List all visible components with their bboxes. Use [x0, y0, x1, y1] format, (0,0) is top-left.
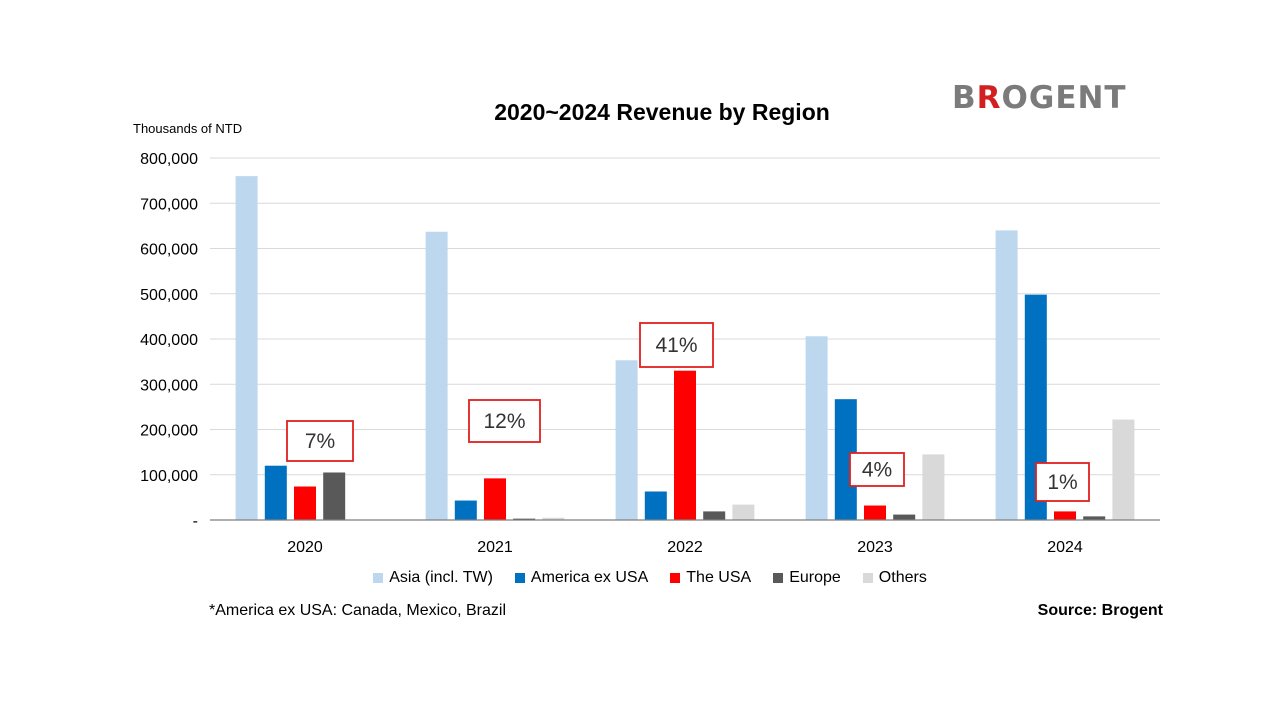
- callout-box: [468, 399, 541, 443]
- chart-title: 2020~2024 Revenue by Region: [494, 99, 830, 125]
- bar-2022-europe: [703, 511, 726, 520]
- axes: - 100,000 200,000 300,000 400,000 500,000 600,…: [140, 151, 1160, 556]
- usa-share-callout: 4%: [862, 459, 892, 482]
- x-tick-label: 2024: [1047, 539, 1083, 556]
- legend-swatch: [773, 573, 784, 583]
- y-tick-label: 600,000: [140, 242, 198, 259]
- legend-label: Europe: [789, 569, 841, 586]
- legend-label: Asia (incl. TW): [389, 569, 493, 586]
- bar-2023-the-usa: [864, 505, 886, 520]
- bar-2024-europe: [1083, 516, 1106, 520]
- bar-2021-america-ex-usa: [454, 500, 477, 520]
- bar-2022-the-usa: [674, 370, 696, 520]
- bar-2023-america-ex-usa: [834, 399, 857, 520]
- x-tick-label: 2023: [857, 539, 893, 556]
- legend-label: Others: [878, 569, 927, 586]
- y-tick-label: 400,000: [140, 332, 198, 349]
- usa-share-callout: 7%: [305, 430, 335, 453]
- bar-2022-others: [732, 504, 755, 520]
- legend-item: The USA: [670, 569, 751, 587]
- chart-legend: Asia (incl. TW) America ex USA The USA Euro…: [0, 569, 1280, 587]
- bar-2020-asia-incl-tw: [235, 176, 258, 520]
- bar-2021-asia-incl-tw: [425, 231, 448, 520]
- bar-2024-others: [1112, 419, 1135, 520]
- legend-label: America ex USA: [530, 569, 649, 586]
- bar-2023-asia-incl-tw: [805, 336, 828, 520]
- y-axis-unit-label: Thousands of NTD: [133, 121, 243, 136]
- callout-box: [286, 420, 354, 462]
- legend-item: Others: [862, 569, 927, 587]
- bar-2020-europe: [323, 472, 346, 520]
- legend-swatch: [862, 573, 873, 583]
- legend-swatch: [670, 573, 681, 583]
- legend-item: Asia (incl. TW): [373, 569, 493, 587]
- bar-2024-the-usa: [1054, 511, 1076, 520]
- bar-2020-america-ex-usa: [264, 465, 287, 520]
- bar-2024-asia-incl-tw: [995, 230, 1018, 520]
- bar-2023-europe: [893, 514, 916, 520]
- bar-2023-others: [922, 454, 945, 520]
- bar-2020-the-usa: [294, 486, 316, 520]
- legend-swatch: [373, 573, 384, 583]
- legend-item: Europe: [773, 569, 841, 587]
- legend-swatch: [514, 573, 525, 583]
- usa-share-callout: 12%: [483, 410, 525, 433]
- usa-share-callout: 1%: [1047, 471, 1077, 494]
- usa-share-callout: 41%: [655, 334, 697, 357]
- callout-box: [1035, 462, 1090, 502]
- percentage-callouts: 7% 12% 41% 4% 1%: [286, 322, 1090, 502]
- y-tick-label: 200,000: [140, 423, 198, 440]
- bar-2021-others: [542, 517, 565, 520]
- x-tick-label: 2021: [477, 539, 513, 556]
- x-tick-label: 2020: [287, 539, 323, 556]
- footnote: *America ex USA: Canada, Mexico, Brazil: [209, 602, 506, 619]
- y-tick-label: 100,000: [140, 468, 198, 485]
- y-tick-label: 500,000: [140, 287, 198, 304]
- source-note: Source: Brogent: [1037, 602, 1163, 619]
- bar-2022-america-ex-usa: [644, 491, 667, 520]
- y-tick-label: 700,000: [140, 196, 198, 213]
- legend-item: America ex USA: [514, 569, 649, 587]
- legend-label: The USA: [686, 569, 752, 586]
- bar-2021-europe: [513, 518, 536, 520]
- brogent-logo: BROGENT: [952, 80, 1127, 116]
- y-tick-label: 800,000: [140, 151, 198, 168]
- y-tick-label: 300,000: [140, 377, 198, 394]
- x-tick-label: 2022: [667, 539, 703, 556]
- callout-box: [849, 452, 905, 487]
- bars: [235, 176, 1135, 520]
- bar-2021-the-usa: [484, 478, 506, 520]
- y-tick-label: -: [193, 513, 198, 530]
- callout-box: [639, 322, 714, 368]
- bar-2022-asia-incl-tw: [615, 360, 638, 520]
